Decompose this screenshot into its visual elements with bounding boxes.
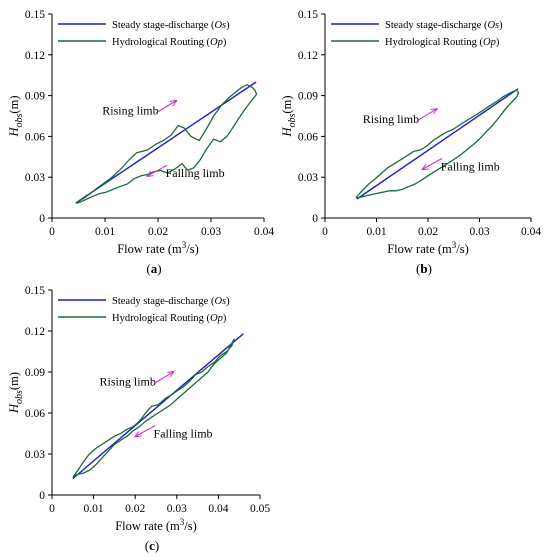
y-tick-label: 0.06 bbox=[298, 131, 318, 143]
y-tick-label: 0 bbox=[39, 490, 45, 502]
x-tick-label: 0.05 bbox=[250, 503, 270, 515]
annotation-arrow bbox=[135, 425, 156, 437]
x-tick-label: 0.02 bbox=[125, 503, 145, 515]
y-tick-label: 0.03 bbox=[25, 449, 45, 461]
y-tick-label: 0.12 bbox=[298, 50, 318, 62]
y-tick-label: 0.09 bbox=[25, 91, 45, 103]
x-tick-label: 0.01 bbox=[95, 226, 115, 238]
y-tick-label: 0.06 bbox=[25, 131, 45, 143]
y-tick-label: 0 bbox=[312, 213, 318, 225]
chart-panel: 0 0.01 0.02 0.03 0.04 0.05 0 0.03 0.06 0.09 0.12 0.… bbox=[7, 285, 270, 553]
x-axis-label: Flow rate (m3/s) bbox=[115, 517, 197, 533]
legend-entry: Hydrological Routing (Op) bbox=[385, 37, 500, 48]
x-tick-label: 0.02 bbox=[418, 226, 438, 238]
x-tick-label: 0.04 bbox=[521, 226, 541, 238]
annotation-label: Rising limb bbox=[363, 112, 419, 126]
x-tick-label: 0.03 bbox=[167, 503, 187, 515]
annotation-arrow bbox=[422, 157, 443, 169]
y-tick-label: 0.12 bbox=[25, 50, 45, 62]
panel-label: (c) bbox=[145, 538, 159, 553]
series-steady-line bbox=[356, 88, 519, 200]
legend-entry: Hydrological Routing (Op) bbox=[112, 37, 227, 48]
x-tick-label: 0 bbox=[49, 503, 55, 515]
x-tick-label: 0.04 bbox=[254, 226, 274, 238]
x-axis-label: Flow rate (m3/s) bbox=[387, 240, 469, 256]
y-tick-label: 0.09 bbox=[25, 367, 45, 379]
series-routing-line bbox=[72, 338, 235, 478]
x-axis-label: Flow rate (m3/s) bbox=[117, 240, 199, 256]
annotation-label: Rising limb bbox=[100, 375, 156, 389]
y-axis-label: Hobs(m) bbox=[7, 372, 25, 414]
annotation-label: Falling limb bbox=[166, 166, 225, 180]
legend-entry: Steady stage-discharge (Os) bbox=[112, 296, 230, 307]
chart-panel: 0 0.01 0.02 0.03 0.04 0 0.03 0.06 0.09 0.12 0.15 Fl… bbox=[7, 9, 274, 276]
x-tick-label: 0.03 bbox=[469, 226, 489, 238]
legend-entry: Steady stage-discharge (Os) bbox=[385, 20, 503, 31]
legend-entry: Hydrological Routing (Op) bbox=[112, 313, 227, 324]
series-steady-line bbox=[75, 81, 257, 204]
x-tick-label: 0.01 bbox=[366, 226, 386, 238]
x-tick-label: 0.02 bbox=[148, 226, 168, 238]
series-routing-line bbox=[355, 89, 520, 199]
annotation-arrow bbox=[147, 164, 168, 176]
y-tick-label: 0.03 bbox=[25, 172, 45, 184]
y-tick-label: 0.15 bbox=[25, 285, 45, 297]
series-routing-line bbox=[75, 84, 258, 204]
y-tick-label: 0.09 bbox=[298, 91, 318, 103]
annotation-label: Falling limb bbox=[441, 159, 500, 173]
y-tick-label: 0.15 bbox=[298, 9, 318, 21]
x-tick-label: 0.01 bbox=[84, 503, 104, 515]
legend-entry: Steady stage-discharge (Os) bbox=[112, 20, 230, 31]
series-steady-line bbox=[72, 333, 244, 480]
chart-panel: 0 0.01 0.02 0.03 0.04 0 0.03 0.06 0.09 0.12 0.15 Fl… bbox=[280, 9, 541, 276]
panel-label: (a) bbox=[146, 261, 161, 276]
y-tick-label: 0.03 bbox=[298, 172, 318, 184]
y-tick-label: 0.12 bbox=[25, 326, 45, 338]
x-tick-label: 0 bbox=[49, 226, 55, 238]
panel-label: (b) bbox=[416, 261, 432, 276]
x-tick-label: 0 bbox=[322, 226, 328, 238]
y-tick-label: 0 bbox=[39, 213, 45, 225]
y-axis-label: Hobs(m) bbox=[280, 96, 298, 138]
y-tick-label: 0.15 bbox=[25, 9, 45, 21]
annotation-label: Rising limb bbox=[102, 104, 158, 118]
annotation-label: Falling limb bbox=[154, 427, 213, 441]
annotation-arrow bbox=[416, 109, 437, 122]
annotation-arrow bbox=[153, 372, 174, 385]
y-axis-label: Hobs(m) bbox=[7, 96, 25, 138]
x-tick-label: 0.03 bbox=[201, 226, 221, 238]
y-tick-label: 0.06 bbox=[25, 408, 45, 420]
annotation-arrow bbox=[156, 101, 176, 114]
x-tick-label: 0.04 bbox=[208, 503, 228, 515]
